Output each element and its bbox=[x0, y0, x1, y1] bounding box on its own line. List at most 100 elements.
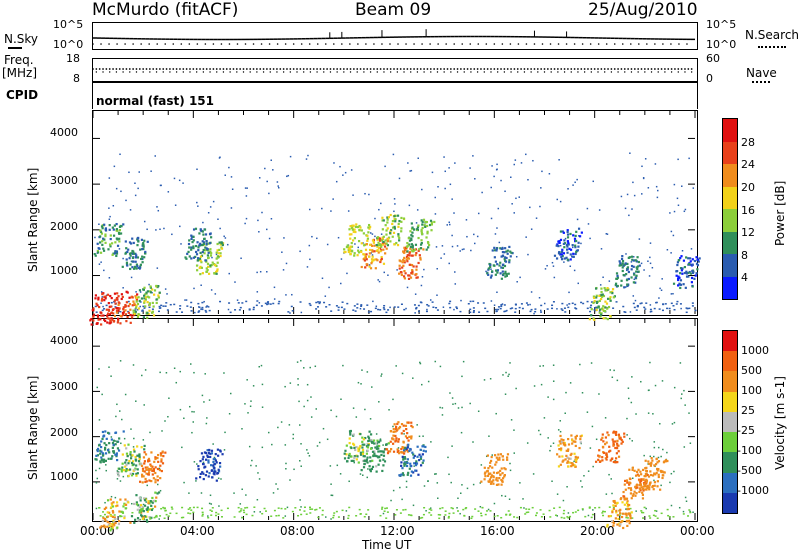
echo-point bbox=[385, 233, 388, 236]
echo-point bbox=[350, 455, 353, 458]
ground-scatter-point bbox=[164, 509, 167, 512]
echo-point bbox=[104, 235, 107, 238]
echo-point bbox=[152, 468, 156, 471]
ground-scatter-point bbox=[668, 307, 671, 310]
nsearch-dot bbox=[260, 43, 263, 45]
ground-scatter-point bbox=[260, 305, 263, 307]
echo-point bbox=[109, 237, 112, 241]
echo-point bbox=[110, 317, 113, 320]
scatter-point bbox=[590, 362, 593, 364]
echo-point bbox=[394, 214, 397, 217]
scatter-point bbox=[305, 158, 308, 160]
scatter-point bbox=[108, 277, 111, 279]
freq-dot bbox=[332, 68, 335, 70]
echo-point bbox=[137, 236, 140, 240]
freq-dot bbox=[92, 68, 94, 70]
echo-point bbox=[373, 442, 376, 445]
nsky-line-marker bbox=[8, 47, 22, 49]
scatter-point bbox=[535, 217, 538, 219]
echo-point bbox=[568, 457, 571, 460]
echo-point bbox=[577, 227, 581, 230]
echo-point bbox=[637, 270, 640, 273]
scatter-point bbox=[249, 405, 252, 408]
freq-dot bbox=[222, 68, 225, 70]
echo-point bbox=[487, 273, 490, 276]
scatter-point bbox=[266, 228, 268, 231]
scatter-point bbox=[183, 417, 185, 420]
ground-scatter-point bbox=[335, 305, 338, 307]
nave-dot bbox=[597, 71, 599, 73]
echo-point bbox=[365, 452, 369, 455]
echo-point bbox=[97, 298, 100, 301]
echo-point bbox=[574, 444, 577, 448]
echo-point bbox=[400, 220, 403, 223]
echo-point bbox=[372, 439, 376, 442]
echo-point bbox=[383, 460, 387, 463]
echo-point bbox=[609, 449, 612, 452]
echo-point bbox=[557, 245, 560, 248]
echo-point bbox=[415, 276, 418, 279]
nave-dot bbox=[149, 71, 151, 73]
scatter-point bbox=[203, 401, 205, 403]
echo-point bbox=[124, 503, 128, 506]
echo-point bbox=[493, 256, 496, 259]
echo-point bbox=[694, 274, 697, 277]
freq-dot bbox=[423, 68, 425, 70]
ground-scatter-point bbox=[209, 509, 212, 511]
freq-dot bbox=[577, 68, 579, 70]
scatter-point bbox=[129, 209, 132, 211]
echo-point bbox=[371, 441, 374, 444]
echo-point bbox=[628, 504, 631, 507]
ground-scatter-point bbox=[133, 310, 136, 312]
echo-point bbox=[596, 306, 599, 309]
echo-point bbox=[146, 301, 149, 304]
echo-point bbox=[417, 224, 420, 227]
echo-point bbox=[361, 436, 364, 439]
freq-dot bbox=[486, 68, 489, 70]
echo-point bbox=[109, 529, 112, 532]
echo-point bbox=[382, 450, 385, 453]
echo-point bbox=[367, 444, 370, 447]
echo-point bbox=[648, 462, 651, 465]
echo-point bbox=[141, 509, 144, 512]
scatter-point bbox=[407, 162, 409, 164]
echo-point bbox=[146, 295, 149, 298]
ground-scatter-point bbox=[309, 304, 312, 307]
echo-point bbox=[389, 240, 392, 243]
freq-dot bbox=[607, 68, 609, 70]
scatter-point bbox=[427, 380, 430, 383]
ground-scatter-point bbox=[456, 510, 459, 512]
echo-point bbox=[132, 260, 135, 263]
echo-point bbox=[143, 515, 146, 518]
echo-point bbox=[348, 228, 351, 231]
power-ytick-1000: 1000 bbox=[50, 264, 78, 277]
echo-point bbox=[566, 240, 569, 243]
scatter-point bbox=[647, 187, 650, 189]
echo-point bbox=[417, 473, 420, 476]
scatter-point bbox=[316, 445, 319, 447]
scatter-point bbox=[487, 508, 490, 511]
echo-point bbox=[679, 256, 682, 260]
echo-point bbox=[364, 256, 368, 259]
scatter-point bbox=[94, 236, 96, 239]
scatter-point bbox=[576, 218, 579, 221]
echo-point bbox=[116, 238, 119, 241]
echo-point bbox=[116, 440, 119, 443]
ground-scatter-point bbox=[603, 510, 606, 513]
scatter-point bbox=[431, 171, 434, 174]
nave-dot bbox=[209, 71, 211, 73]
echo-point bbox=[628, 477, 632, 480]
echo-point bbox=[395, 427, 398, 430]
scatter-point bbox=[443, 253, 446, 255]
scatter-point bbox=[538, 297, 541, 299]
xtick-3: 12:00 bbox=[380, 524, 415, 538]
scatter-point bbox=[314, 365, 317, 368]
scatter-point bbox=[328, 286, 330, 289]
echo-point bbox=[611, 290, 614, 294]
echo-point bbox=[156, 456, 159, 460]
echo-point bbox=[610, 519, 614, 523]
echo-point bbox=[500, 255, 503, 258]
scatter-point bbox=[525, 153, 527, 156]
freq-dot bbox=[510, 68, 512, 70]
scatter-point bbox=[307, 452, 309, 454]
